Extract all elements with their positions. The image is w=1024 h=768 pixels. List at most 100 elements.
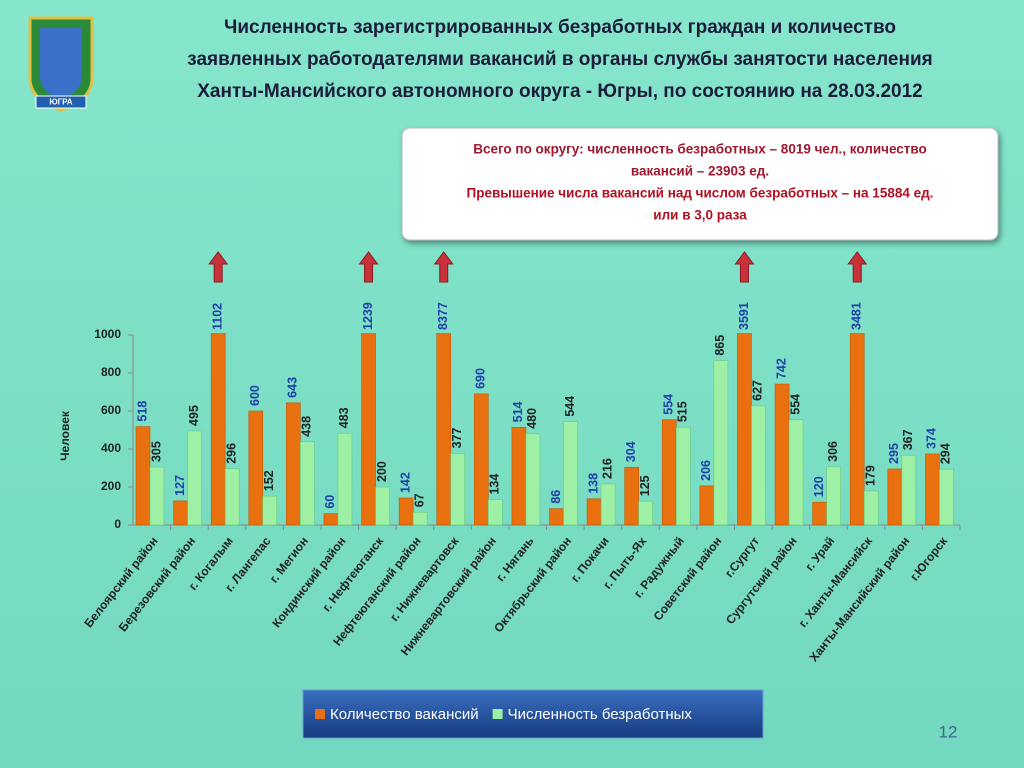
bar bbox=[361, 333, 376, 526]
data-label: 120 bbox=[812, 476, 826, 497]
annotation-line: Всего по округу: численность безработных… bbox=[473, 142, 927, 157]
title-line: Ханты-Мансийского автономного округа - Ю… bbox=[197, 81, 922, 102]
bar bbox=[939, 468, 954, 526]
bar bbox=[812, 501, 827, 526]
data-label: 216 bbox=[600, 458, 614, 479]
data-label: 60 bbox=[323, 495, 337, 509]
legend-swatch bbox=[315, 709, 325, 719]
bar bbox=[661, 419, 677, 526]
bar bbox=[300, 441, 315, 526]
overflow-arrow bbox=[734, 251, 755, 283]
data-label: 544 bbox=[563, 396, 577, 417]
y-axis-label: Человек bbox=[58, 410, 72, 461]
bar bbox=[849, 333, 865, 526]
bar bbox=[375, 486, 390, 526]
bar bbox=[925, 453, 940, 526]
data-label: 67 bbox=[412, 493, 426, 507]
bar bbox=[286, 402, 301, 526]
data-label: 438 bbox=[300, 416, 314, 437]
legend-label: Количество вакансий bbox=[330, 706, 479, 723]
data-label: 125 bbox=[638, 475, 652, 496]
data-label: 134 bbox=[488, 474, 502, 495]
data-label: 554 bbox=[788, 394, 802, 415]
data-label: 206 bbox=[699, 460, 713, 481]
bar bbox=[398, 497, 414, 526]
bar bbox=[586, 498, 602, 526]
y-tick-label: 600 bbox=[101, 403, 121, 417]
bar bbox=[474, 393, 489, 526]
overflow-arrow bbox=[358, 251, 379, 283]
data-label: 554 bbox=[662, 394, 676, 415]
logo: ЮГРА bbox=[28, 16, 94, 112]
bar bbox=[412, 511, 428, 526]
overflow-arrow bbox=[433, 251, 454, 283]
data-label: 142 bbox=[398, 472, 412, 493]
y-tick-label: 0 bbox=[114, 517, 121, 531]
data-label: 296 bbox=[224, 443, 238, 464]
data-label: 515 bbox=[676, 401, 690, 422]
data-label: 514 bbox=[511, 401, 525, 422]
bar bbox=[788, 419, 804, 526]
page-number: 12 bbox=[939, 722, 958, 741]
bar bbox=[901, 454, 917, 526]
bar bbox=[187, 430, 202, 526]
bar bbox=[488, 499, 503, 526]
data-label: 742 bbox=[774, 358, 788, 379]
logo-text: ЮГРА bbox=[49, 98, 72, 107]
data-label: 518 bbox=[135, 401, 149, 422]
bar bbox=[210, 333, 226, 526]
data-label: 152 bbox=[262, 470, 276, 491]
data-label: 865 bbox=[713, 335, 727, 356]
data-label: 86 bbox=[549, 490, 563, 504]
data-label: 179 bbox=[864, 465, 878, 486]
bar bbox=[450, 453, 466, 526]
info-box bbox=[401, 127, 999, 241]
bar bbox=[713, 360, 729, 526]
data-label: 377 bbox=[450, 427, 464, 448]
data-label: 1239 bbox=[361, 302, 375, 330]
legend bbox=[302, 689, 764, 739]
plot-area bbox=[135, 333, 954, 526]
data-label: 627 bbox=[751, 380, 765, 401]
bar bbox=[774, 383, 790, 526]
bar bbox=[224, 468, 240, 526]
bar bbox=[826, 466, 841, 526]
bar bbox=[563, 421, 578, 526]
data-label: 1102 bbox=[210, 303, 224, 330]
bar bbox=[887, 468, 903, 526]
legend-swatch bbox=[492, 709, 503, 719]
data-label: 294 bbox=[939, 443, 953, 464]
annotation-line: вакансий – 23903 ед. bbox=[631, 164, 769, 179]
bar bbox=[675, 426, 691, 526]
title-line: Численность зарегистрированных безработн… bbox=[224, 17, 896, 38]
overflow-arrow bbox=[208, 251, 229, 283]
y-tick-label: 1000 bbox=[94, 327, 121, 341]
bar bbox=[135, 426, 151, 526]
bar bbox=[600, 483, 616, 526]
bar bbox=[863, 490, 879, 526]
bar bbox=[638, 500, 653, 526]
data-label: 374 bbox=[925, 428, 939, 449]
bar bbox=[751, 405, 766, 526]
bar bbox=[436, 333, 452, 526]
data-label: 295 bbox=[887, 443, 901, 464]
data-label: 600 bbox=[248, 385, 262, 406]
data-label: 8377 bbox=[436, 302, 450, 330]
bar bbox=[549, 508, 564, 526]
data-label: 3591 bbox=[737, 302, 751, 330]
bar bbox=[525, 433, 541, 526]
y-tick-label: 800 bbox=[101, 365, 121, 379]
legend-label: Численность безработных bbox=[508, 706, 693, 723]
data-label: 304 bbox=[624, 441, 638, 462]
data-label: 127 bbox=[173, 475, 187, 496]
data-label: 3481 bbox=[850, 302, 864, 330]
bar bbox=[699, 485, 715, 526]
data-label: 643 bbox=[286, 377, 300, 398]
title-line: заявленных работодателями вакансий в орг… bbox=[187, 49, 932, 70]
data-label: 483 bbox=[337, 407, 351, 428]
y-tick-label: 200 bbox=[101, 479, 121, 493]
overflow-arrow bbox=[847, 251, 868, 283]
data-label: 367 bbox=[901, 429, 915, 450]
bar bbox=[737, 333, 752, 526]
